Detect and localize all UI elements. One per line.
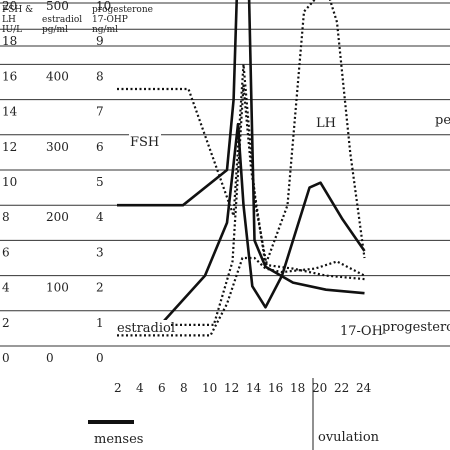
ohp-label-bg <box>339 323 381 337</box>
x-tick: 12 <box>224 381 239 395</box>
pe-label-bg <box>434 112 450 126</box>
y-tick-fsh-lh: 16 <box>2 69 17 83</box>
y-tick-progesterone: 4 <box>96 210 104 224</box>
axis-header-line: FSH & <box>2 5 33 15</box>
x-tick: 16 <box>268 381 283 395</box>
axis-header-line: pg/ml <box>42 25 68 35</box>
y-tick-progesterone: 3 <box>96 245 104 259</box>
axis-header-line: IU/L <box>2 25 22 35</box>
series-17-oh <box>117 256 366 337</box>
y-tick-progesterone: 1 <box>96 316 104 330</box>
x-tick: 10 <box>202 381 217 395</box>
axis-header-line: ng/ml <box>92 25 118 35</box>
progesterone-label-bg <box>381 319 450 333</box>
x-tick: 22 <box>334 381 349 395</box>
y-tick-fsh-lh: 4 <box>2 281 10 295</box>
axis-header-line: estradiol <box>42 15 82 25</box>
y-tick-estradiol: 0 <box>46 351 54 365</box>
y-tick-fsh-lh: 8 <box>2 210 10 224</box>
y-tick-estradiol: 100 <box>46 281 69 295</box>
x-tick: 24 <box>356 381 372 395</box>
series-progesterone <box>117 0 366 326</box>
y-tick-progesterone: 0 <box>96 351 104 365</box>
lh-label: LH <box>316 116 336 131</box>
x-tick: 4 <box>136 381 144 395</box>
ovulation-label: ovulation <box>318 430 380 445</box>
axis-header-line: LH <box>2 15 16 25</box>
y-tick-fsh-lh: 12 <box>2 140 17 154</box>
progesterone-label: progesterone <box>382 320 450 335</box>
y-tick-progesterone: 7 <box>96 105 104 119</box>
x-axis-ticks: 2 4 6 8 10 12 14 16 18 20 22 24 <box>114 381 372 395</box>
y-tick-estradiol: 200 <box>46 210 69 224</box>
y-tick-progesterone: 8 <box>96 69 104 83</box>
series-lines <box>117 0 366 337</box>
y-tick-progesterone: 2 <box>96 281 104 295</box>
y-tick-estradiol: 300 <box>46 140 69 154</box>
x-tick: 18 <box>290 381 305 395</box>
y-tick-progesterone: 5 <box>96 175 104 189</box>
y-tick-fsh-lh: 20 <box>2 0 17 13</box>
ohp-label: 17-OH <box>340 324 383 339</box>
estradiol-label-bg <box>116 320 170 333</box>
axis-header-line: 17-OHP <box>92 15 128 25</box>
y-axis-ticks: 0246810121416182001002003004005000123456… <box>2 0 111 365</box>
x-tick: 6 <box>158 381 166 395</box>
y-tick-estradiol: 400 <box>46 69 69 83</box>
y-tick-progesterone: 9 <box>96 34 104 48</box>
y-tick-fsh-lh: 18 <box>2 34 17 48</box>
axis-header-line: progesterone <box>92 5 153 15</box>
pe-label: pe <box>435 113 450 128</box>
fsh-label-bg <box>129 134 161 148</box>
menses-label: menses <box>94 432 143 447</box>
y-tick-fsh-lh: 6 <box>2 245 10 259</box>
fsh-label: FSH <box>130 135 159 150</box>
series-fsh <box>117 63 365 281</box>
y-tick-progesterone: 6 <box>96 140 104 154</box>
y-tick-progesterone: 10 <box>96 0 111 13</box>
series-estradiol <box>117 122 366 326</box>
x-tick: 14 <box>246 381 262 395</box>
y-tick-estradiol: 500 <box>46 0 69 13</box>
x-tick: 20 <box>312 381 327 395</box>
x-tick: 8 <box>180 381 188 395</box>
x-tick: 2 <box>114 381 122 395</box>
lh-label-bg <box>315 115 337 129</box>
y-tick-fsh-lh: 2 <box>2 316 10 330</box>
y-tick-fsh-lh: 10 <box>2 175 17 189</box>
y-tick-fsh-lh: 0 <box>2 351 10 365</box>
estradiol-label: estradiol <box>117 321 175 336</box>
y-tick-fsh-lh: 14 <box>2 105 18 119</box>
